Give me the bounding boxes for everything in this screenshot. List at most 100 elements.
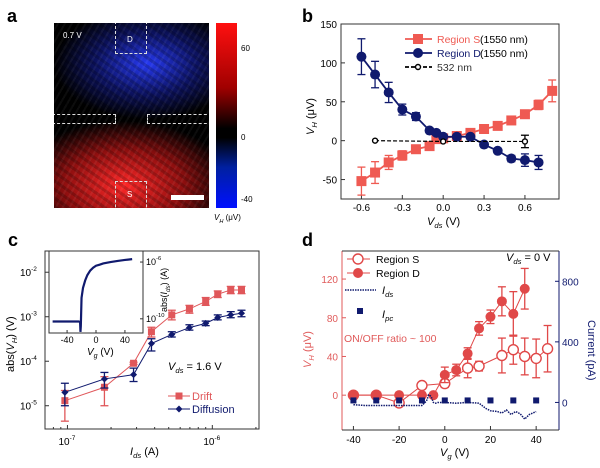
data-point	[506, 115, 517, 126]
legend-marker	[414, 63, 422, 71]
y-tick-label-base: 10	[20, 402, 32, 413]
ipc-point	[487, 397, 494, 404]
region-d-box	[115, 23, 147, 54]
data-point	[438, 131, 449, 142]
data-point	[485, 311, 496, 322]
data-point	[533, 99, 544, 110]
data-point	[397, 150, 408, 161]
data-point	[202, 297, 210, 305]
data-point	[462, 348, 473, 359]
x-axis-label-subscript: ds	[133, 451, 141, 460]
data-point	[431, 134, 442, 145]
data-point	[439, 369, 450, 380]
x-tick-label: 0.6	[518, 203, 532, 214]
panel-label-a: a	[7, 6, 18, 26]
data-point	[424, 141, 435, 152]
x-axis-label-subscript: g	[447, 452, 452, 461]
y-tick-label: 0	[332, 391, 338, 402]
x-tick-label: -40	[346, 435, 361, 446]
y-tick-label-base: 10	[20, 313, 32, 324]
panel-label-b: b	[302, 6, 313, 26]
data-point	[521, 138, 529, 145]
x-tick-label-base: 10	[203, 437, 215, 448]
vds-annotation: Vds = 0 V	[506, 252, 551, 266]
inset-y-tick-label-base: 10	[146, 257, 156, 267]
y-tick-label: 150	[320, 20, 337, 31]
x-axis-label-unit: (V)	[452, 447, 470, 459]
legend-marker	[175, 405, 183, 413]
ipc-point	[350, 397, 357, 404]
legend-marker	[353, 268, 363, 278]
inset-y-axis-label: abs(Ids) (A)	[159, 268, 172, 312]
y-axis-label-prefix: abs(	[5, 350, 17, 372]
ipc-symbol: I	[382, 309, 385, 321]
data-point	[547, 85, 558, 96]
inset-y-tick-label-exponent: -6	[156, 256, 161, 262]
y-tick-label-exponent: -3	[31, 311, 37, 318]
ipc-point	[533, 397, 540, 404]
inset-y-axis-label-prefix: abs(	[159, 294, 169, 312]
data-point	[465, 131, 476, 142]
y-tick-label: 0	[331, 137, 337, 148]
y-tick-label: 80	[327, 314, 339, 325]
data-point	[147, 328, 155, 336]
data-point	[130, 359, 138, 367]
x-axis-label: Ids (A)	[130, 446, 159, 460]
ipc-point	[373, 397, 380, 404]
legend-marker	[352, 253, 364, 265]
data-point	[202, 319, 210, 327]
data-point	[474, 323, 485, 334]
y-tick-label: 40	[327, 352, 339, 363]
inset-y-axis-label-subscript: ds	[165, 284, 172, 292]
data-point	[416, 379, 428, 392]
y-tick-label-base: 10	[20, 357, 32, 368]
data-point	[496, 349, 508, 362]
data-point	[410, 144, 421, 155]
data-point	[507, 343, 520, 356]
inset-y-axis-label-symbol: I	[159, 291, 169, 294]
legend-label: Region S	[376, 254, 419, 266]
x-tick-label: 40	[531, 435, 543, 446]
data-point	[506, 153, 517, 164]
x-tick-label: 0	[442, 435, 448, 446]
x-tick-label: -20	[392, 435, 407, 446]
legend-label: Drift	[192, 391, 212, 403]
inset-x-tick-label: 0	[93, 335, 98, 345]
data-point	[519, 283, 530, 294]
region-s-box	[115, 181, 147, 208]
data-point	[397, 104, 408, 115]
data-point	[356, 176, 367, 187]
data-point	[237, 286, 245, 294]
data-point	[61, 388, 69, 396]
inset-x-axis-label-symbol: V	[87, 347, 95, 358]
x-tick-label: 10-7	[58, 435, 75, 448]
data-point	[439, 138, 447, 145]
y-axis-label: abs(VH) (V)	[5, 316, 19, 372]
vds-annotation-symbol: V	[506, 252, 515, 264]
hall-voltage-map	[54, 23, 209, 208]
x-tick-label-base: 10	[58, 437, 70, 448]
data-point	[541, 343, 554, 355]
inset-x-axis-label-unit: (V)	[98, 347, 114, 358]
colorbar-label-symbol: V	[214, 213, 220, 222]
ids-current-line	[353, 393, 537, 421]
legend-marker	[357, 308, 363, 314]
x-axis-label-unit: (V)	[442, 216, 460, 228]
y-axis-label-subscript: H	[310, 122, 319, 128]
data-point	[496, 296, 507, 307]
data-point	[530, 352, 542, 365]
colorbar-label-unit: (μV)	[223, 213, 241, 222]
legend-marker	[413, 48, 423, 58]
y-tick-label: 10-5	[20, 400, 37, 413]
data-point	[237, 309, 245, 317]
data-point	[227, 311, 235, 319]
x-tick-label-exponent: -6	[214, 435, 220, 442]
data-point	[383, 157, 394, 168]
y-tick-label-base: 10	[20, 268, 32, 279]
vds-annotation-symbol: V	[168, 361, 177, 373]
inset-y-tick-label: 10-6	[146, 256, 161, 267]
x-tick-label: -0.3	[394, 203, 412, 214]
panel-label-c: c	[8, 230, 18, 250]
inset-x-axis-label: Vg (V)	[87, 347, 114, 360]
y-tick-label: 10-4	[20, 355, 37, 368]
